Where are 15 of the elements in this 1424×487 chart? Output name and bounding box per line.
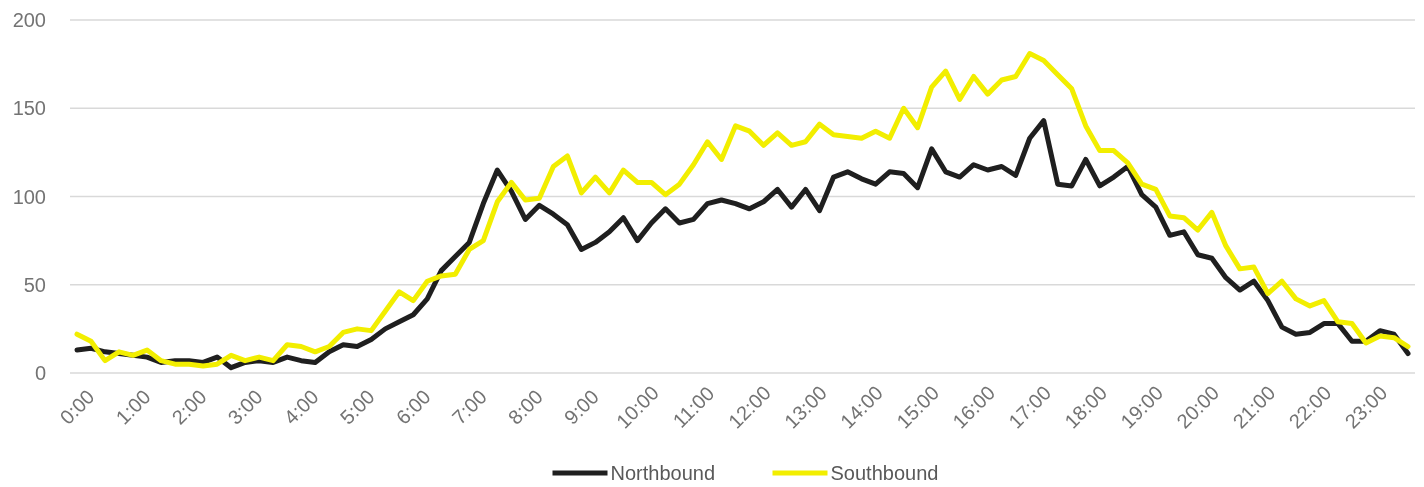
y-tick-label: 0 bbox=[34, 362, 46, 384]
y-tick-label: 150 bbox=[12, 97, 46, 120]
x-tick-label: 9:00 bbox=[559, 385, 603, 429]
y-tick-label: 200 bbox=[12, 9, 46, 31]
y-tick-label: 100 bbox=[12, 185, 46, 208]
x-tick-label: 7:00 bbox=[447, 385, 491, 429]
x-tick-label: 8:00 bbox=[503, 385, 547, 429]
x-tick-label: 3:00 bbox=[223, 385, 267, 429]
legend-label: Northbound bbox=[610, 462, 716, 484]
x-tick-label: 5:00 bbox=[335, 385, 379, 429]
legend-label: Southbound bbox=[830, 462, 939, 484]
y-tick-label: 50 bbox=[23, 273, 46, 296]
x-tick-label: 0:00 bbox=[55, 385, 99, 429]
x-tick-label: 4:00 bbox=[279, 385, 323, 429]
x-tick-label: 6:00 bbox=[391, 385, 435, 429]
